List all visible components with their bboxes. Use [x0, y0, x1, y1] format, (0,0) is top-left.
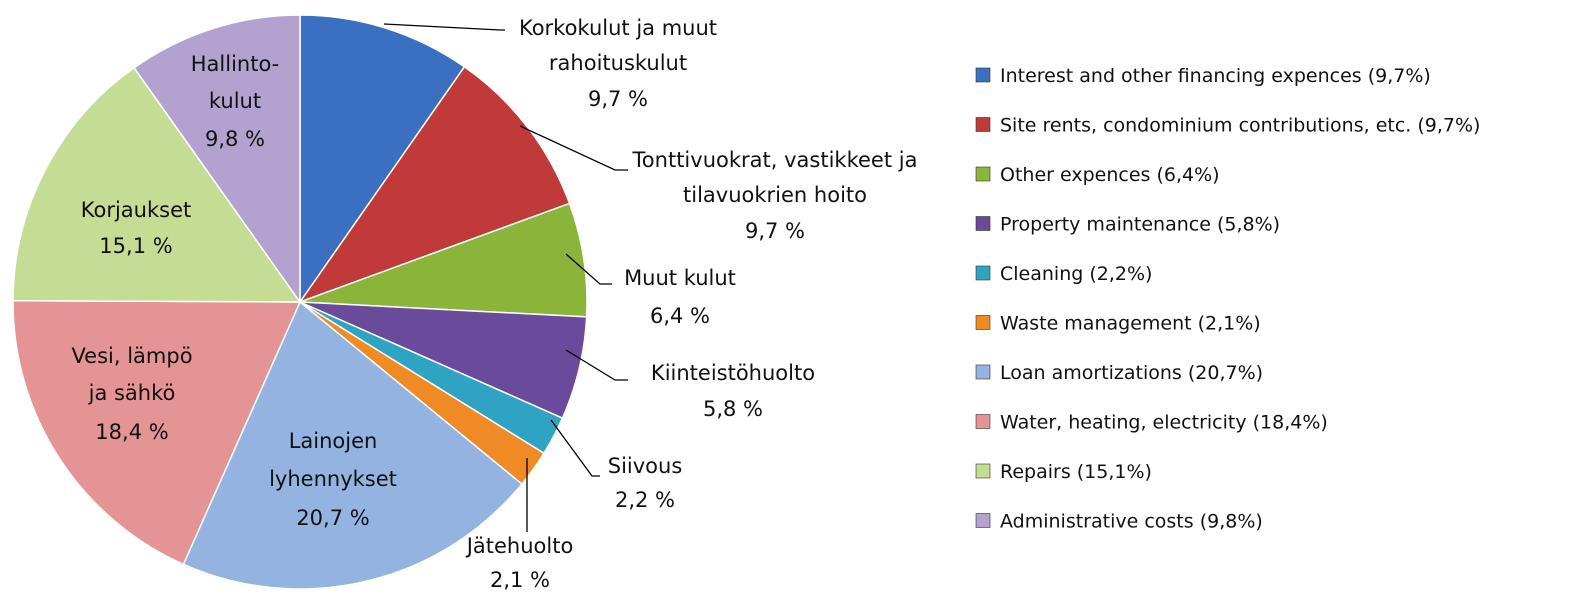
- legend-item: Property maintenance (5,8%): [975, 214, 1280, 236]
- legend-item: Interest and other financing expences (9…: [975, 65, 1431, 87]
- legend-marker: [975, 166, 991, 182]
- pie-slice: [133, 14, 301, 305]
- slice-label: Lainojen: [289, 429, 378, 453]
- slice-label: tilavuokrien hoito: [683, 183, 867, 207]
- slice-value-label: 9,8 %: [205, 127, 265, 151]
- legend-marker: [975, 265, 991, 281]
- slice-value-label: 5,8 %: [703, 397, 763, 421]
- legend-label: Water, heating, electricity (18,4%): [1000, 412, 1328, 434]
- legend-label: Administrative costs (9,8%): [1000, 511, 1263, 533]
- leader-line: [565, 349, 628, 381]
- slice-label: lyhennykset: [269, 467, 397, 491]
- legend-label: Loan amortizations (20,7%): [1000, 362, 1263, 384]
- legend-label: Site rents, condominium contributions, e…: [1000, 115, 1480, 137]
- slice-value-label: 2,2 %: [615, 488, 675, 512]
- pie-slice: [299, 202, 588, 318]
- pie-slice: [12, 66, 302, 303]
- leader-lines: [383, 23, 628, 532]
- slice-value-label: 6,4 %: [650, 304, 710, 328]
- slice-label: Korkokulut ja muut: [519, 16, 717, 40]
- data-labels: Korkokulut ja muut rahoituskulut 9,7 % Tont…: [71, 16, 917, 592]
- slice-label: Jätehuolto: [465, 534, 574, 558]
- legend-marker: [975, 364, 991, 380]
- legend-marker: [975, 216, 991, 231]
- legend-label: Interest and other financing expences (9…: [1000, 65, 1431, 87]
- leader-line: [565, 253, 612, 285]
- legend-item: Administrative costs (9,8%): [975, 511, 1263, 533]
- pie-slice: [12, 299, 302, 566]
- legend-marker: [975, 463, 991, 479]
- legend-item: Water, heating, electricity (18,4%): [975, 412, 1328, 434]
- legend-marker: [975, 414, 991, 429]
- slice-label: Siivous: [608, 454, 683, 478]
- legend-marker: [975, 117, 991, 132]
- legend-label: Property maintenance (5,8%): [1000, 214, 1280, 236]
- legend-item: Waste management (2,1%): [975, 313, 1261, 335]
- legend-item: Cleaning (2,2%): [975, 263, 1152, 285]
- slice-label: ja sähkö: [88, 381, 176, 405]
- slice-label: Korjaukset: [81, 198, 191, 222]
- slice-value-label: 9,7 %: [745, 219, 805, 243]
- slice-value-label: 9,7 %: [588, 87, 648, 111]
- slice-label: Kiinteistöhuolto: [651, 361, 815, 385]
- pie-slice: [298, 65, 571, 304]
- legend-label: Repairs (15,1%): [1000, 461, 1152, 483]
- legend: Interest and other financing expences (9…: [975, 65, 1480, 533]
- legend-item: Site rents, condominium contributions, e…: [975, 115, 1480, 137]
- legend-label: Waste management (2,1%): [1000, 313, 1261, 335]
- legend-marker: [975, 513, 991, 528]
- slice-value-label: 15,1 %: [99, 234, 172, 258]
- legend-label: Cleaning (2,2%): [1000, 263, 1152, 285]
- leader-line: [550, 419, 600, 477]
- slice-label: Hallinto-: [191, 52, 280, 76]
- legend-marker: [975, 67, 991, 83]
- legend-item: Repairs (15,1%): [975, 461, 1152, 483]
- slice-label: Tonttivuokrat, vastikkeet ja: [632, 148, 918, 172]
- slice-label: rahoituskulut: [549, 51, 687, 75]
- legend-label: Other expences (6,4%): [1000, 164, 1220, 186]
- leader-line: [383, 23, 505, 31]
- pie-slice: [299, 14, 466, 305]
- slice-value-label: 2,1 %: [490, 568, 550, 592]
- slice-label: kulut: [209, 89, 261, 113]
- leader-line: [519, 125, 628, 171]
- slice-value-label: 18,4 %: [95, 420, 168, 444]
- slice-label: Muut kulut: [624, 266, 736, 290]
- legend-marker: [975, 315, 991, 330]
- legend-item: Loan amortizations (20,7%): [975, 362, 1263, 384]
- pie-slice: [182, 300, 523, 590]
- slice-label: Vesi, lämpö: [71, 344, 192, 368]
- pie-slices: [12, 14, 588, 590]
- legend-item: Other expences (6,4%): [975, 164, 1220, 186]
- slice-value-label: 20,7 %: [296, 506, 369, 530]
